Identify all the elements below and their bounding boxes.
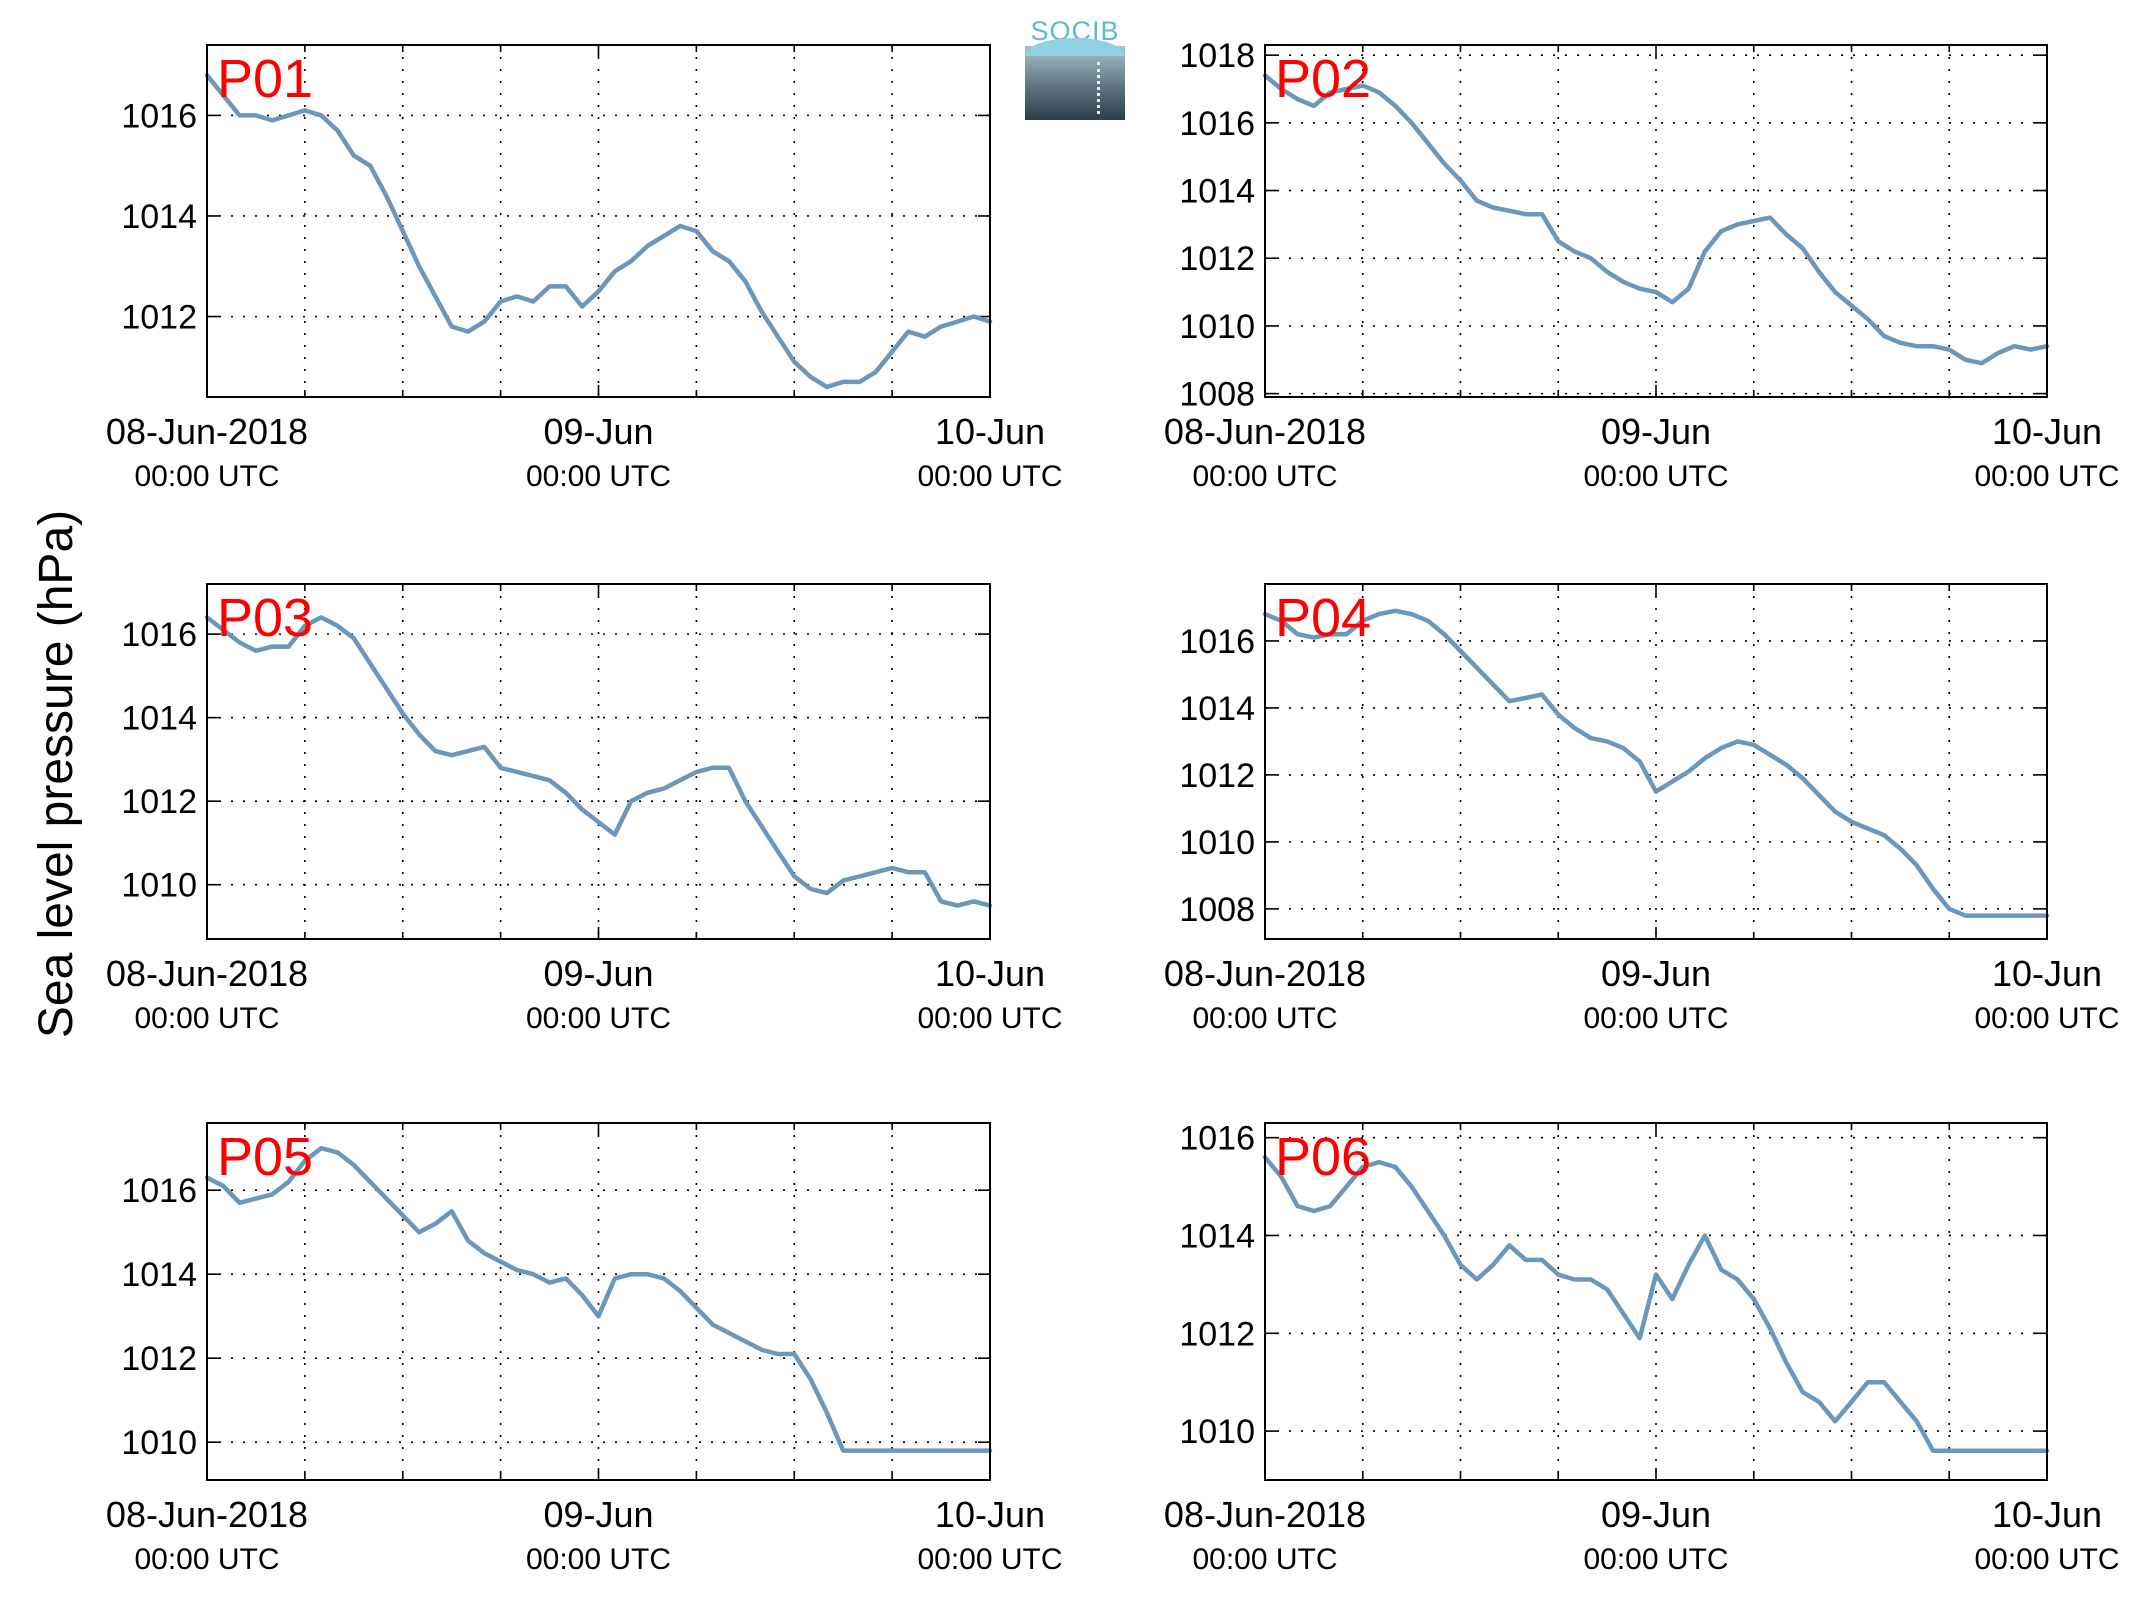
panel-label: P05 [217,1127,313,1187]
x-tick-label: 08-Jun-2018 [1164,411,1366,452]
panel-p04: 1008 1010 1012 1014 1016 P04 08-Jun-2018 00:00 … [1164,583,2120,1035]
y-tick-label: 1016 [1179,1120,1255,1158]
pressure-series-line [204,1145,993,1453]
y-tick-label: 1018 [1179,37,1255,75]
x-tick-sublabel: 00:00 UTC [917,1002,1062,1035]
x-tick-label: 10-Jun [935,953,1045,994]
plot-frame [1264,583,2048,940]
socib-logo: SOCIB [1025,16,1125,120]
x-tick-sublabel: 00:00 UTC [1974,1002,2119,1035]
x-tick-sublabel: 00:00 UTC [134,460,279,493]
x-tick-label: 08-Jun-2018 [106,953,308,994]
x-tick-label: 08-Jun-2018 [106,1494,308,1535]
x-tick-sublabel: 00:00 UTC [1974,460,2119,493]
plot-frame [1264,1122,2048,1481]
y-tick-label: 1008 [1179,891,1255,929]
x-tick-label: 09-Jun [1601,411,1711,452]
pressure-series-line [204,615,993,908]
x-tick-label: 09-Jun [1601,1494,1711,1535]
y-tick-label: 1016 [1179,105,1255,143]
x-tick-sublabel: 00:00 UTC [526,1002,671,1035]
y-tick-label: 1008 [1179,376,1255,414]
x-tick-sublabel: 00:00 UTC [1583,1002,1728,1035]
x-tick-label: 08-Jun-2018 [106,411,308,452]
pressure-series-line [1262,73,2050,366]
y-tick-label: 1010 [1179,1413,1255,1451]
y-tick-label: 1010 [1179,308,1255,346]
x-tick-sublabel: 00:00 UTC [1583,460,1728,493]
x-tick-sublabel: 00:00 UTC [526,460,671,493]
y-tick-label: 1010 [1179,824,1255,862]
plot-frame [206,1122,991,1481]
y-tick-label: 1016 [121,1172,197,1210]
pressure-series-line [1262,1154,2050,1453]
y-tick-label: 1016 [121,616,197,654]
y-tick-label: 1012 [1179,240,1255,278]
y-tick-label: 1012 [121,299,197,337]
x-tick-label: 10-Jun [935,411,1045,452]
pressure-series-line [204,72,993,390]
panel-label: P06 [1275,1127,1371,1187]
logo-wave [1025,38,1125,56]
panel-label: P01 [217,49,313,109]
y-tick-label: 1016 [1179,623,1255,661]
y-tick-label: 1014 [1179,173,1255,211]
x-tick-sublabel: 00:00 UTC [917,460,1062,493]
y-tick-label: 1014 [121,700,197,738]
x-tick-sublabel: 00:00 UTC [1583,1543,1728,1576]
x-tick-sublabel: 00:00 UTC [917,1543,1062,1576]
y-tick-label: 1010 [121,867,197,905]
x-tick-sublabel: 00:00 UTC [1192,1543,1337,1576]
x-tick-label: 09-Jun [543,411,653,452]
plot-frame [206,44,991,398]
y-tick-label: 1012 [1179,757,1255,795]
panel-p05: 1010 1012 1014 1016 P05 08-Jun-2018 00:00 UTC 0… [106,1122,1063,1576]
x-tick-label: 09-Jun [543,953,653,994]
x-tick-label: 08-Jun-2018 [1164,953,1366,994]
panel-label: P03 [217,588,313,648]
x-tick-label: 10-Jun [1992,953,2102,994]
logo-graphic [1025,46,1125,120]
y-tick-label: 1012 [121,783,197,821]
y-tick-label: 1010 [121,1424,197,1462]
y-tick-label: 1012 [1179,1315,1255,1353]
y-tick-label: 1016 [121,97,197,135]
panel-p01: 1012 1014 1016 P01 08-Jun-2018 00:00 UTC 09-Ju… [106,44,1063,493]
x-tick-label: 08-Jun-2018 [1164,1494,1366,1535]
x-tick-label: 09-Jun [543,1494,653,1535]
panel-p03: 1010 1012 1014 1016 P03 08-Jun-2018 00:00 UTC 0… [106,583,1063,1035]
y-tick-label: 1014 [1179,1217,1255,1255]
x-tick-label: 10-Jun [935,1494,1045,1535]
panel-p06: 1010 1012 1014 1016 P06 08-Jun-2018 00:00 UTC 0… [1164,1120,2120,1576]
x-tick-sublabel: 00:00 UTC [134,1543,279,1576]
x-tick-sublabel: 00:00 UTC [134,1002,279,1035]
y-tick-label: 1014 [1179,690,1255,728]
x-tick-sublabel: 00:00 UTC [526,1543,671,1576]
x-tick-sublabel: 00:00 UTC [1192,460,1337,493]
plot-frame [1264,44,2048,398]
panel-p02: 1008 1010 1012 1014 1016 1018 P02 08-Jun-2018 00… [1164,37,2120,493]
x-tick-sublabel: 00:00 UTC [1192,1002,1337,1035]
y-tick-label: 1014 [121,198,197,236]
plot-frame [206,583,991,940]
x-tick-sublabel: 00:00 UTC [1974,1543,2119,1576]
panels-group: 1012 1014 1016 P01 08-Jun-2018 00:00 UTC 09-Ju… [106,37,2120,1576]
global-ylabel: Sea level pressure (hPa) [30,510,83,1038]
pressure-series-line [1262,608,2050,918]
panel-label: P04 [1275,588,1371,648]
y-tick-label: 1014 [121,1256,197,1294]
x-tick-label: 10-Jun [1992,411,2102,452]
logo-mark [1097,62,1103,114]
y-tick-label: 1012 [121,1340,197,1378]
panel-label: P02 [1275,49,1371,109]
x-tick-label: 09-Jun [1601,953,1711,994]
x-tick-label: 10-Jun [1992,1494,2102,1535]
